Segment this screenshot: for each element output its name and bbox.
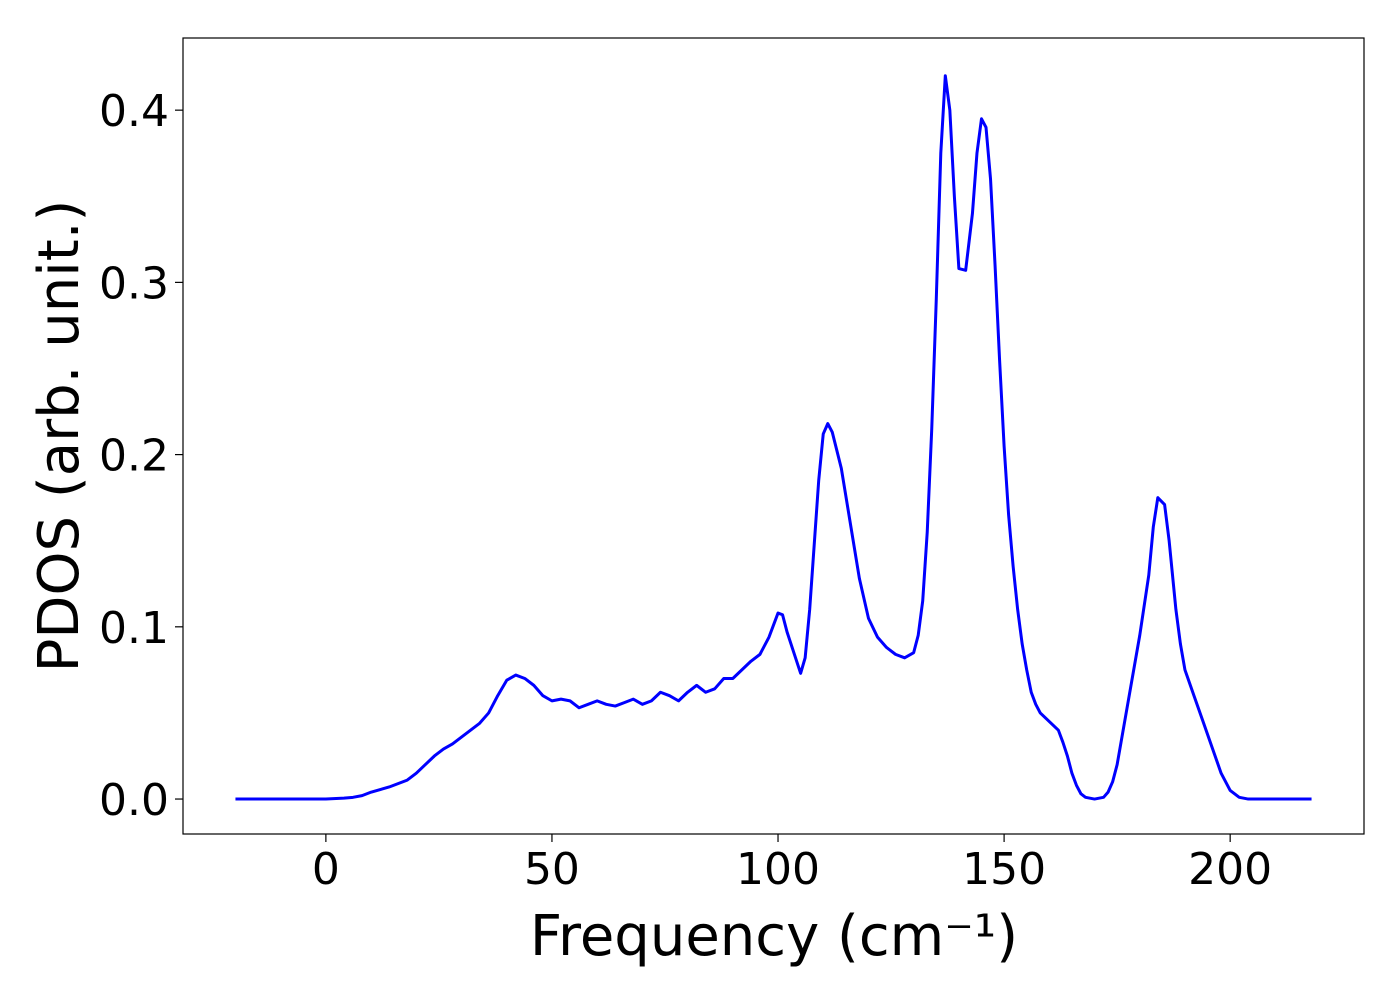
x-tick-label: 50 [524, 844, 580, 895]
y-axis-label: PDOS (arb. unit.) [27, 200, 92, 673]
x-tick-label: 150 [962, 844, 1046, 895]
y-tick-label: 0.4 [99, 86, 169, 137]
y-tick-label: 0.1 [99, 603, 169, 654]
data-line [235, 74, 1312, 801]
x-tick-label: 0 [312, 844, 340, 895]
x-tick-label: 100 [736, 844, 820, 895]
y-tick-label: 0.2 [99, 431, 169, 482]
plot-frame [182, 37, 1365, 835]
y-tick-label: 0.3 [99, 258, 169, 309]
x-axis-label: Frequency (cm⁻¹) [530, 904, 1018, 969]
x-tick-label: 200 [1188, 844, 1272, 895]
y-tick-label: 0.0 [99, 775, 169, 826]
